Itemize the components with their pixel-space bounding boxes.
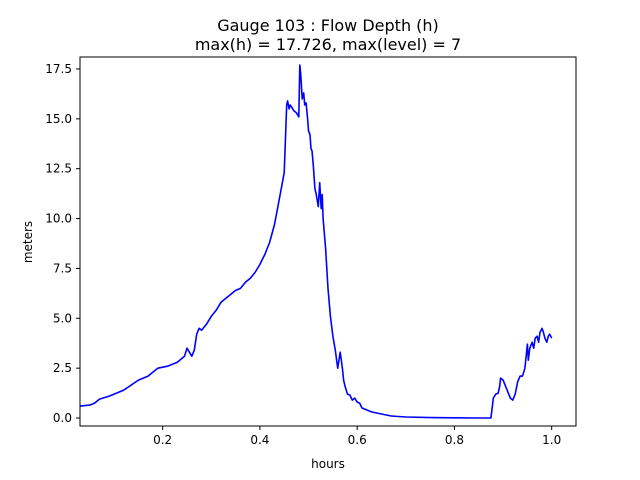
y-tick-label: 15.0 — [45, 112, 72, 126]
x-tick-label: 0.2 — [153, 433, 172, 447]
y-axis-label: meters — [21, 221, 35, 263]
axis-ticks: 0.2 0.4 0.6 0.8 1.0 0.0 2.5 5.0 7.5 10.0 12.5 15.0 1… — [45, 62, 561, 447]
y-tick-label: 10.0 — [45, 212, 72, 226]
y-tick-label: 17.5 — [45, 62, 72, 76]
y-tick-label: 12.5 — [45, 162, 72, 176]
x-axis-label: hours — [311, 457, 345, 471]
x-tick-label: 0.6 — [348, 433, 367, 447]
chart-subtitle: max(h) = 17.726, max(level) = 7 — [195, 35, 461, 54]
x-tick-label: 0.4 — [250, 433, 269, 447]
y-tick-label: 0.0 — [53, 411, 72, 425]
chart-title: Gauge 103 : Flow Depth (h) — [217, 16, 439, 35]
plot-area — [79, 64, 553, 419]
flow-depth-series-line — [79, 64, 553, 419]
axes-frame — [79, 56, 577, 427]
x-tick-label: 1.0 — [542, 433, 561, 447]
y-tick-label: 5.0 — [53, 311, 72, 325]
y-tick-label: 2.5 — [53, 361, 72, 375]
y-tick-label: 7.5 — [53, 261, 72, 275]
x-tick-label: 0.8 — [445, 433, 464, 447]
